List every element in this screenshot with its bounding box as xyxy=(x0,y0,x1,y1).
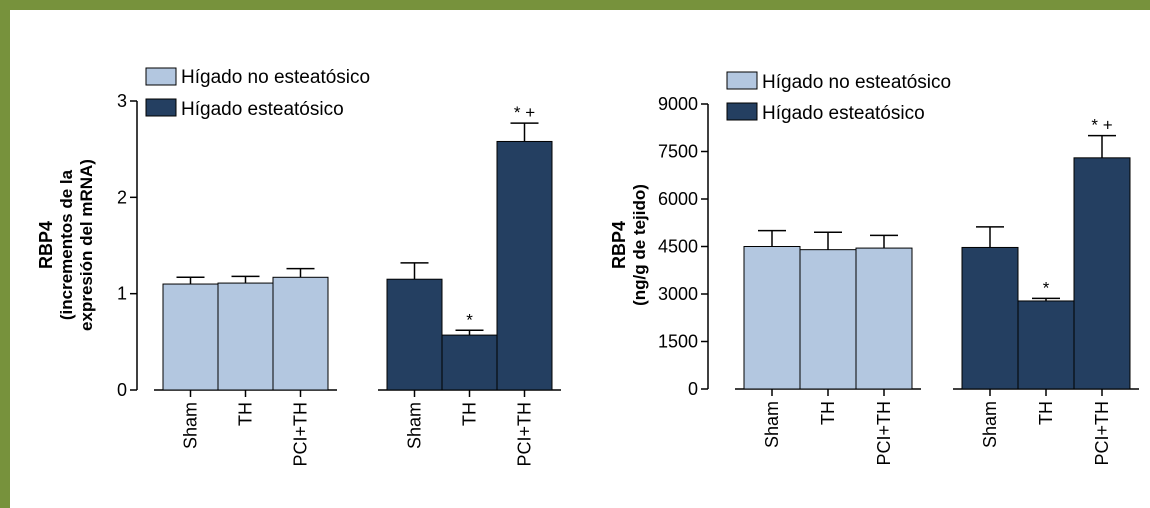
left-bar xyxy=(496,140,553,391)
left-bar xyxy=(272,276,329,391)
right-legend-swatch-steatotic xyxy=(726,102,758,121)
left-bar xyxy=(441,334,498,391)
plot-layer: 0 1 2 3 Sham TH PCI+TH Sham * TH * + PCI+TH 0 1500 300… xyxy=(117,91,1139,467)
left-xtick-label: Sham xyxy=(181,402,201,449)
right-xtick-label: PCI+TH xyxy=(1092,401,1112,466)
right-chart: RBP4 (ng/g de tejido) Hígado no esteatós… xyxy=(609,71,951,306)
left-significance-mark: * xyxy=(466,310,473,329)
left-chart: RBP4 (incrementos de la expresión del mR… xyxy=(36,67,370,331)
left-xtick-label: TH xyxy=(460,402,480,426)
right-significance-mark: * xyxy=(1043,278,1050,297)
right-ylabel-line-1: RBP4 xyxy=(609,221,629,269)
right-xtick-label: Sham xyxy=(980,401,1000,448)
right-bar xyxy=(1073,157,1131,390)
left-legend-swatch-nonsteatotic xyxy=(145,67,177,86)
left-legend-label-nonsteatotic: Hígado no esteatósico xyxy=(181,67,370,88)
left-xtick-label: PCI+TH xyxy=(515,402,535,467)
right-xtick-label: Sham xyxy=(762,401,782,448)
right-ytick-label: 6000 xyxy=(658,189,698,209)
left-ytick-label: 1 xyxy=(117,284,127,304)
left-ytick-label: 0 xyxy=(117,380,127,400)
right-legend-label-steatotic: Hígado esteatósico xyxy=(762,103,925,124)
left-xtick-label: PCI+TH xyxy=(291,402,311,467)
right-bar xyxy=(799,249,857,390)
right-ytick-label: 0 xyxy=(688,379,698,399)
right-bar xyxy=(855,247,913,390)
right-xtick-label: TH xyxy=(1036,401,1056,425)
left-ylabel-line-3: expresión del mRNA) xyxy=(77,159,96,331)
left-significance-mark: * + xyxy=(514,103,535,122)
right-ytick-label: 1500 xyxy=(658,332,698,352)
left-ylabel-line-2: (incrementos de la xyxy=(57,169,76,320)
right-bar xyxy=(1017,300,1075,390)
left-xtick-label: Sham xyxy=(405,402,425,449)
left-legend-label-steatotic: Hígado esteatósico xyxy=(181,99,344,120)
right-xtick-label: TH xyxy=(818,401,838,425)
right-ytick-label: 9000 xyxy=(658,94,698,114)
right-xtick-label: PCI+TH xyxy=(874,401,894,466)
left-legend-swatch-steatotic xyxy=(145,98,177,117)
right-legend-label-nonsteatotic: Hígado no esteatósico xyxy=(762,72,951,93)
left-bar xyxy=(162,283,219,391)
left-bar xyxy=(386,278,443,391)
left-xtick-label: TH xyxy=(236,402,256,426)
right-ytick-label: 3000 xyxy=(658,284,698,304)
left-ytick-label: 3 xyxy=(117,91,127,111)
right-ytick-label: 4500 xyxy=(658,237,698,257)
left-ytick-label: 2 xyxy=(117,187,127,207)
right-significance-mark: * + xyxy=(1091,116,1112,135)
left-bar xyxy=(217,282,274,391)
right-legend-swatch-nonsteatotic xyxy=(726,71,758,90)
right-bar xyxy=(743,246,801,390)
left-ylabel-line-1: RBP4 xyxy=(36,221,56,269)
right-bar xyxy=(961,246,1019,390)
right-ylabel-line-2: (ng/g de tejido) xyxy=(630,184,649,306)
right-ytick-label: 7500 xyxy=(658,142,698,162)
